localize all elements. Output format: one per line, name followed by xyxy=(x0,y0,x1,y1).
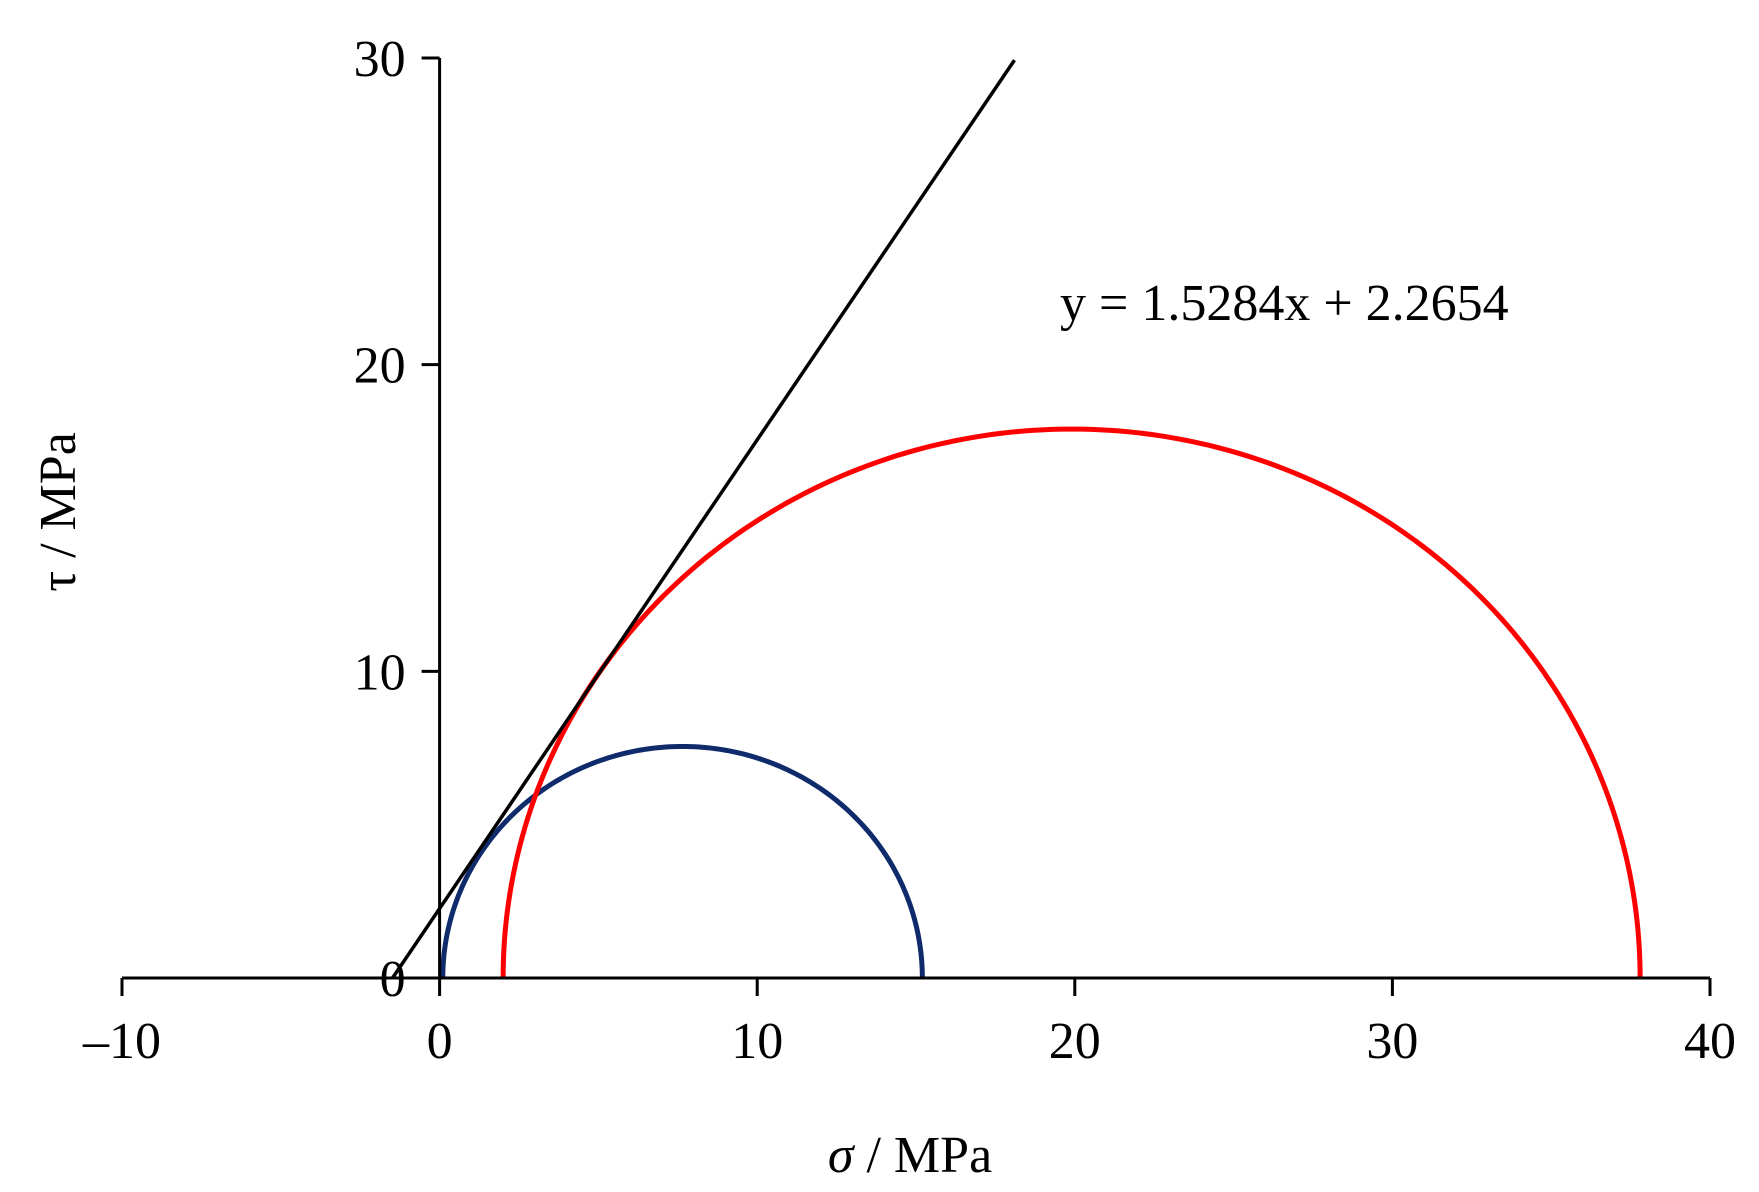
mohr-circle-small xyxy=(440,743,925,979)
axes xyxy=(122,58,1710,980)
y-tick-label: 10 xyxy=(354,644,406,701)
x-axis-symbol: σ xyxy=(828,1127,856,1184)
x-tick-label: 10 xyxy=(731,1013,783,1070)
x-axis-unit: / MPa xyxy=(853,1127,992,1184)
x-axis-title: σ / MPa xyxy=(828,1127,992,1184)
x-tick-label: 0 xyxy=(427,1013,453,1070)
trendline-equation: y = 1.5284x + 2.2654 xyxy=(1060,275,1509,332)
mohr-circle-large xyxy=(500,426,1643,979)
y-tick-label: 0 xyxy=(380,951,406,1008)
failure-envelope-line xyxy=(391,59,1016,979)
tick-labels: –10 0 10 20 30 40 0 10 20 30 xyxy=(82,31,1736,1070)
tick-marks xyxy=(120,56,1712,996)
plot-area xyxy=(391,59,1643,979)
x-tick-label: 20 xyxy=(1049,1013,1101,1070)
x-tick-label: –10 xyxy=(82,1013,161,1070)
y-axis-title: τ / MPa xyxy=(30,432,87,592)
x-tick-label: 40 xyxy=(1684,1013,1736,1070)
y-tick-label: 30 xyxy=(354,31,406,88)
y-tick-label: 20 xyxy=(354,338,406,395)
x-tick-label: 30 xyxy=(1366,1013,1418,1070)
